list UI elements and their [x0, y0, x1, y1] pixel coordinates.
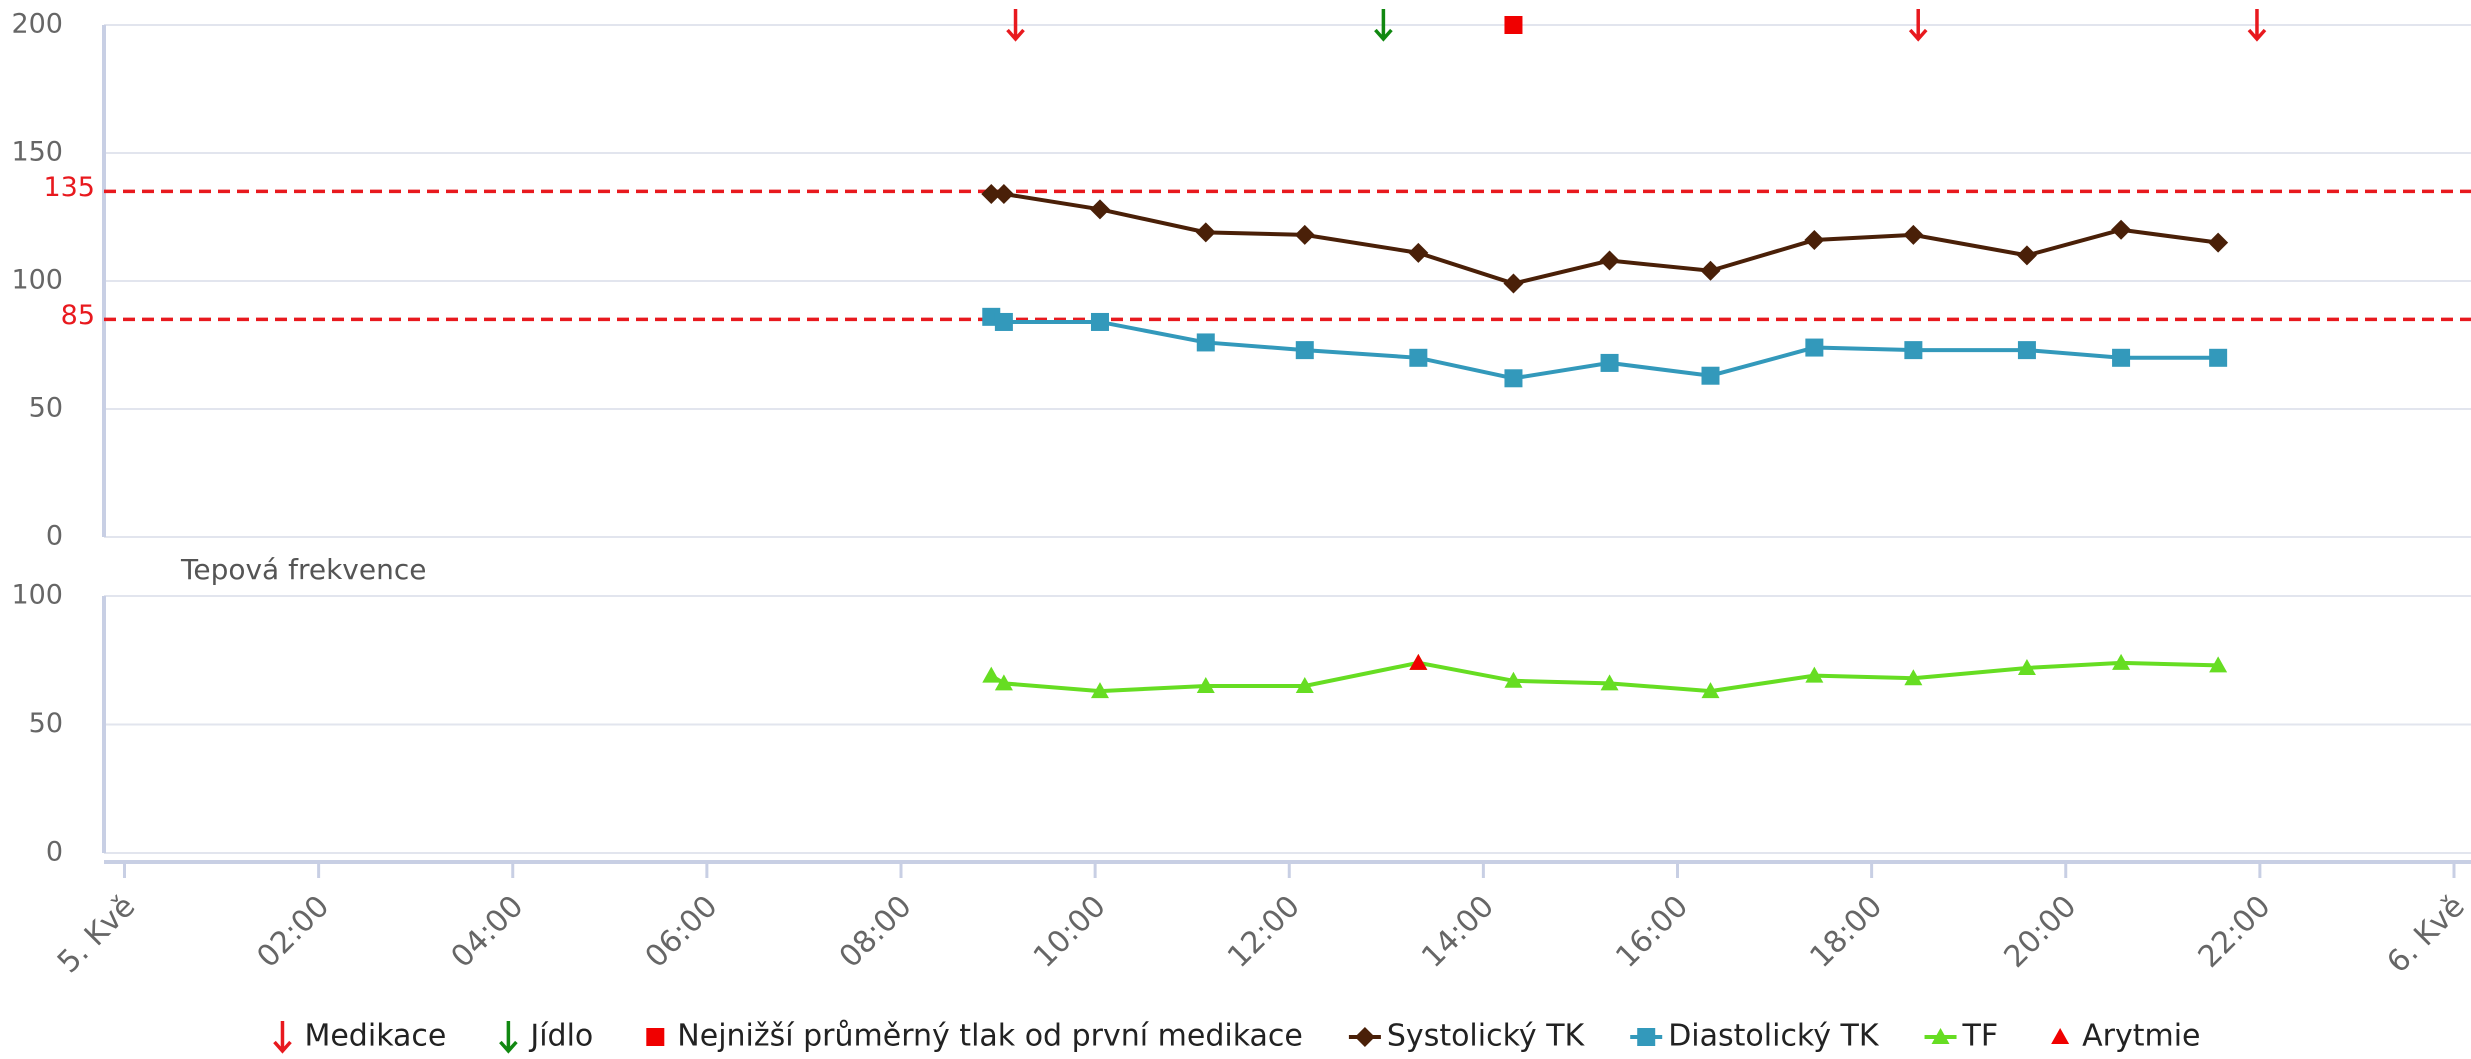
x-tick-label: 20:00 — [1998, 889, 2084, 975]
marker-arrow — [1908, 9, 1928, 42]
marker-square — [994, 312, 1013, 331]
legend-label: Medikace — [304, 1019, 446, 1054]
legend-label: Arytmie — [2082, 1019, 2200, 1054]
marker-diamond — [1294, 224, 1315, 245]
marker-diamond — [1804, 230, 1825, 251]
legend-label: Systolický TK — [1387, 1019, 1586, 1054]
x-tick-label: 06:00 — [639, 889, 725, 975]
x-tick-label: 5. Kvě — [51, 889, 142, 980]
marker-diamond — [1408, 242, 1429, 263]
legend-item: Arytmie — [2051, 1019, 2201, 1054]
marker-diamond — [1700, 260, 1721, 281]
marker-triangle — [1090, 682, 1109, 699]
y-tick-label: 0 — [46, 521, 63, 552]
marker-diamond — [2016, 245, 2037, 266]
marker-square — [1090, 312, 1109, 331]
legend-item: Medikace — [273, 1019, 446, 1054]
marker-triangle — [2209, 656, 2228, 673]
marker-arrow — [1374, 9, 1393, 42]
marker-triangle — [1196, 676, 1215, 693]
panel-title: Tepová frekvence — [180, 553, 426, 586]
marker-square — [2112, 348, 2131, 367]
legend-item: Systolický TK — [1348, 1019, 1586, 1054]
marker-square — [1637, 1028, 1656, 1046]
x-tick-label: 18:00 — [1803, 889, 1889, 975]
y-tick-label: 150 — [11, 137, 63, 168]
y-tick-label: 200 — [11, 9, 63, 40]
marker-triangle — [1805, 666, 1824, 683]
x-tick-label: 16:00 — [1609, 889, 1695, 975]
marker-square — [1600, 353, 1619, 372]
x-tick-label: 14:00 — [1415, 889, 1501, 975]
marker-square — [1295, 341, 1314, 360]
marker-diamond — [1354, 1027, 1375, 1047]
legend-item: Nejnižší průměrný tlak od první medikace — [646, 1019, 1303, 1054]
marker-triangle — [2017, 658, 2036, 675]
marker-square — [1504, 369, 1523, 388]
marker-square — [1196, 333, 1215, 352]
legend-item: Diastolický TK — [1630, 1019, 1880, 1054]
x-tick-label: 08:00 — [833, 889, 919, 975]
marker-triangle — [2051, 1028, 2070, 1044]
marker-arrow — [2247, 9, 2267, 42]
marker-triangle — [1701, 682, 1720, 699]
marker-triangle — [2112, 653, 2131, 670]
marker-triangle — [1904, 669, 1923, 686]
legend-label: TF — [1962, 1019, 1999, 1054]
legend-label: Diastolický TK — [1668, 1019, 1880, 1054]
x-tick-label: 6. Kvě — [2380, 889, 2471, 980]
marker-diamond — [2208, 232, 2229, 253]
marker-triangle — [1931, 1028, 1950, 1044]
x-tick-label: 04:00 — [445, 889, 531, 975]
marker-diamond — [1903, 224, 1924, 245]
marker-square — [1701, 366, 1720, 385]
marker-arrow — [273, 1021, 292, 1054]
plot-line-label: 85 — [61, 300, 95, 331]
marker-square — [1504, 16, 1523, 34]
marker-square — [2017, 341, 2036, 360]
series-line — [990, 314, 2219, 381]
marker-triangle — [1600, 674, 1619, 691]
y-tick-label: 50 — [29, 708, 63, 739]
series-line — [991, 191, 2219, 286]
marker-diamond — [1503, 273, 1524, 294]
x-tick-label: 10:00 — [1027, 889, 1113, 975]
y-tick-label: 100 — [11, 265, 63, 296]
marker-diamond — [1089, 199, 1110, 220]
marker-triangle — [1295, 676, 1314, 693]
marker-triangle — [994, 674, 1013, 691]
legend-item: TF — [1924, 1019, 1999, 1054]
x-tick-label: 12:00 — [1221, 889, 1307, 975]
marker-diamond — [981, 183, 1002, 204]
y-tick-label: 50 — [29, 393, 63, 424]
series-line — [990, 660, 2219, 694]
marker-square — [2209, 348, 2228, 367]
marker-diamond — [1599, 250, 1620, 271]
marker-arrow — [1006, 9, 1025, 42]
marker-diamond — [1195, 222, 1216, 243]
marker-diamond — [2111, 219, 2132, 240]
marker-square — [1805, 338, 1824, 357]
marker-square — [1904, 341, 1923, 360]
x-tick-label: 02:00 — [250, 889, 336, 975]
x-tick-label: 22:00 — [2192, 889, 2278, 975]
y-tick-label: 0 — [46, 837, 63, 868]
marker-triangle — [1409, 653, 1428, 670]
legend-label: Jídlo — [528, 1019, 593, 1054]
marker-diamond — [993, 183, 1014, 204]
marker-square — [646, 1028, 665, 1046]
marker-triangle — [1504, 671, 1523, 688]
marker-triangle — [982, 666, 1001, 683]
marker-square — [1409, 348, 1428, 367]
y-tick-label: 100 — [11, 580, 63, 611]
legend-item: Jídlo — [499, 1019, 593, 1054]
marker-arrow — [499, 1021, 518, 1054]
legend-label: Nejnižší průměrný tlak od první medikace — [677, 1019, 1303, 1054]
plot-line-label: 135 — [43, 172, 95, 203]
